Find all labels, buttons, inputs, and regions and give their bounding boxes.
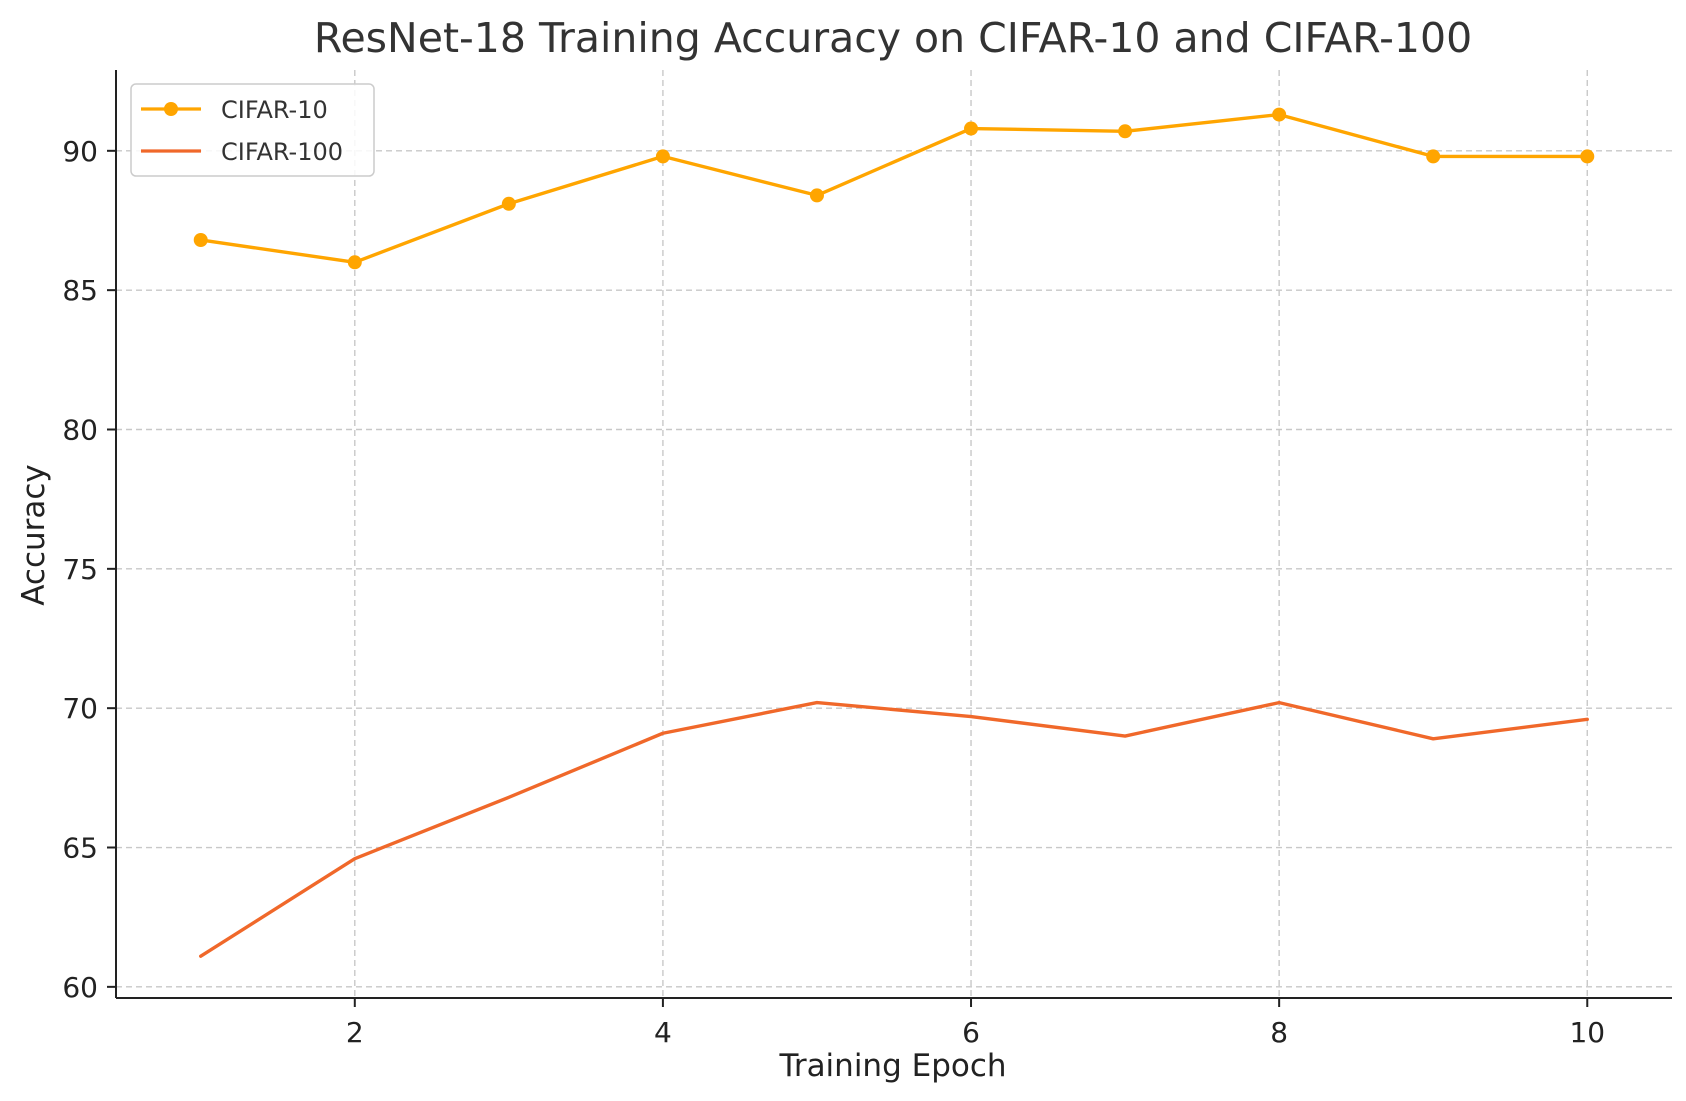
y-axis-ticks: 60 65 70 75 80 85 90	[62, 135, 116, 1004]
series-line-cifar-100	[199, 700, 1589, 958]
y-tick-label-85: 85	[62, 274, 98, 307]
data-point-cifar-10-10	[1580, 149, 1595, 164]
data-point-cifar-10-1	[193, 232, 208, 247]
grid-lines	[116, 70, 1672, 998]
y-tick-label-60: 60	[62, 971, 98, 1004]
x-tick-label-2: 2	[346, 1016, 364, 1049]
legend-label-cifar-10: CIFAR-10	[221, 96, 328, 124]
y-tick-label-65: 65	[62, 832, 98, 865]
data-point-cifar-10-6	[964, 121, 979, 136]
y-axis-label: Accuracy	[16, 464, 52, 606]
legend-marker-cifar-10	[164, 102, 178, 116]
series-lines	[193, 107, 1595, 958]
legend-label-cifar-100: CIFAR-100	[221, 138, 343, 166]
data-point-cifar-10-2	[347, 255, 362, 270]
y-tick-label-80: 80	[62, 413, 98, 446]
x-tick-label-4: 4	[654, 1016, 672, 1049]
x-tick-label-10: 10	[1569, 1016, 1605, 1049]
y-tick-label-90: 90	[62, 135, 98, 168]
x-axis-ticks: 2 4 6 8 10	[346, 998, 1605, 1049]
x-tick-label-6: 6	[962, 1016, 980, 1049]
data-point-cifar-10-7	[1118, 124, 1133, 139]
x-tick-label-8: 8	[1270, 1016, 1288, 1049]
chart-title: ResNet-18 Training Accuracy on CIFAR-10 …	[314, 14, 1472, 62]
legend-box	[130, 83, 375, 177]
data-point-cifar-10-9	[1426, 149, 1441, 164]
y-tick-label-75: 75	[62, 553, 98, 586]
data-point-cifar-10-3	[501, 196, 516, 211]
data-point-cifar-10-4	[655, 149, 670, 164]
x-axis-label: Training Epoch	[778, 1048, 1006, 1084]
series-line-cifar-10	[199, 112, 1589, 264]
y-tick-label-70: 70	[62, 692, 98, 725]
data-point-cifar-10-8	[1272, 107, 1287, 122]
axes-spines	[115, 70, 1672, 999]
data-point-cifar-10-5	[809, 188, 824, 203]
legend: CIFAR-10 CIFAR-100	[130, 83, 375, 177]
